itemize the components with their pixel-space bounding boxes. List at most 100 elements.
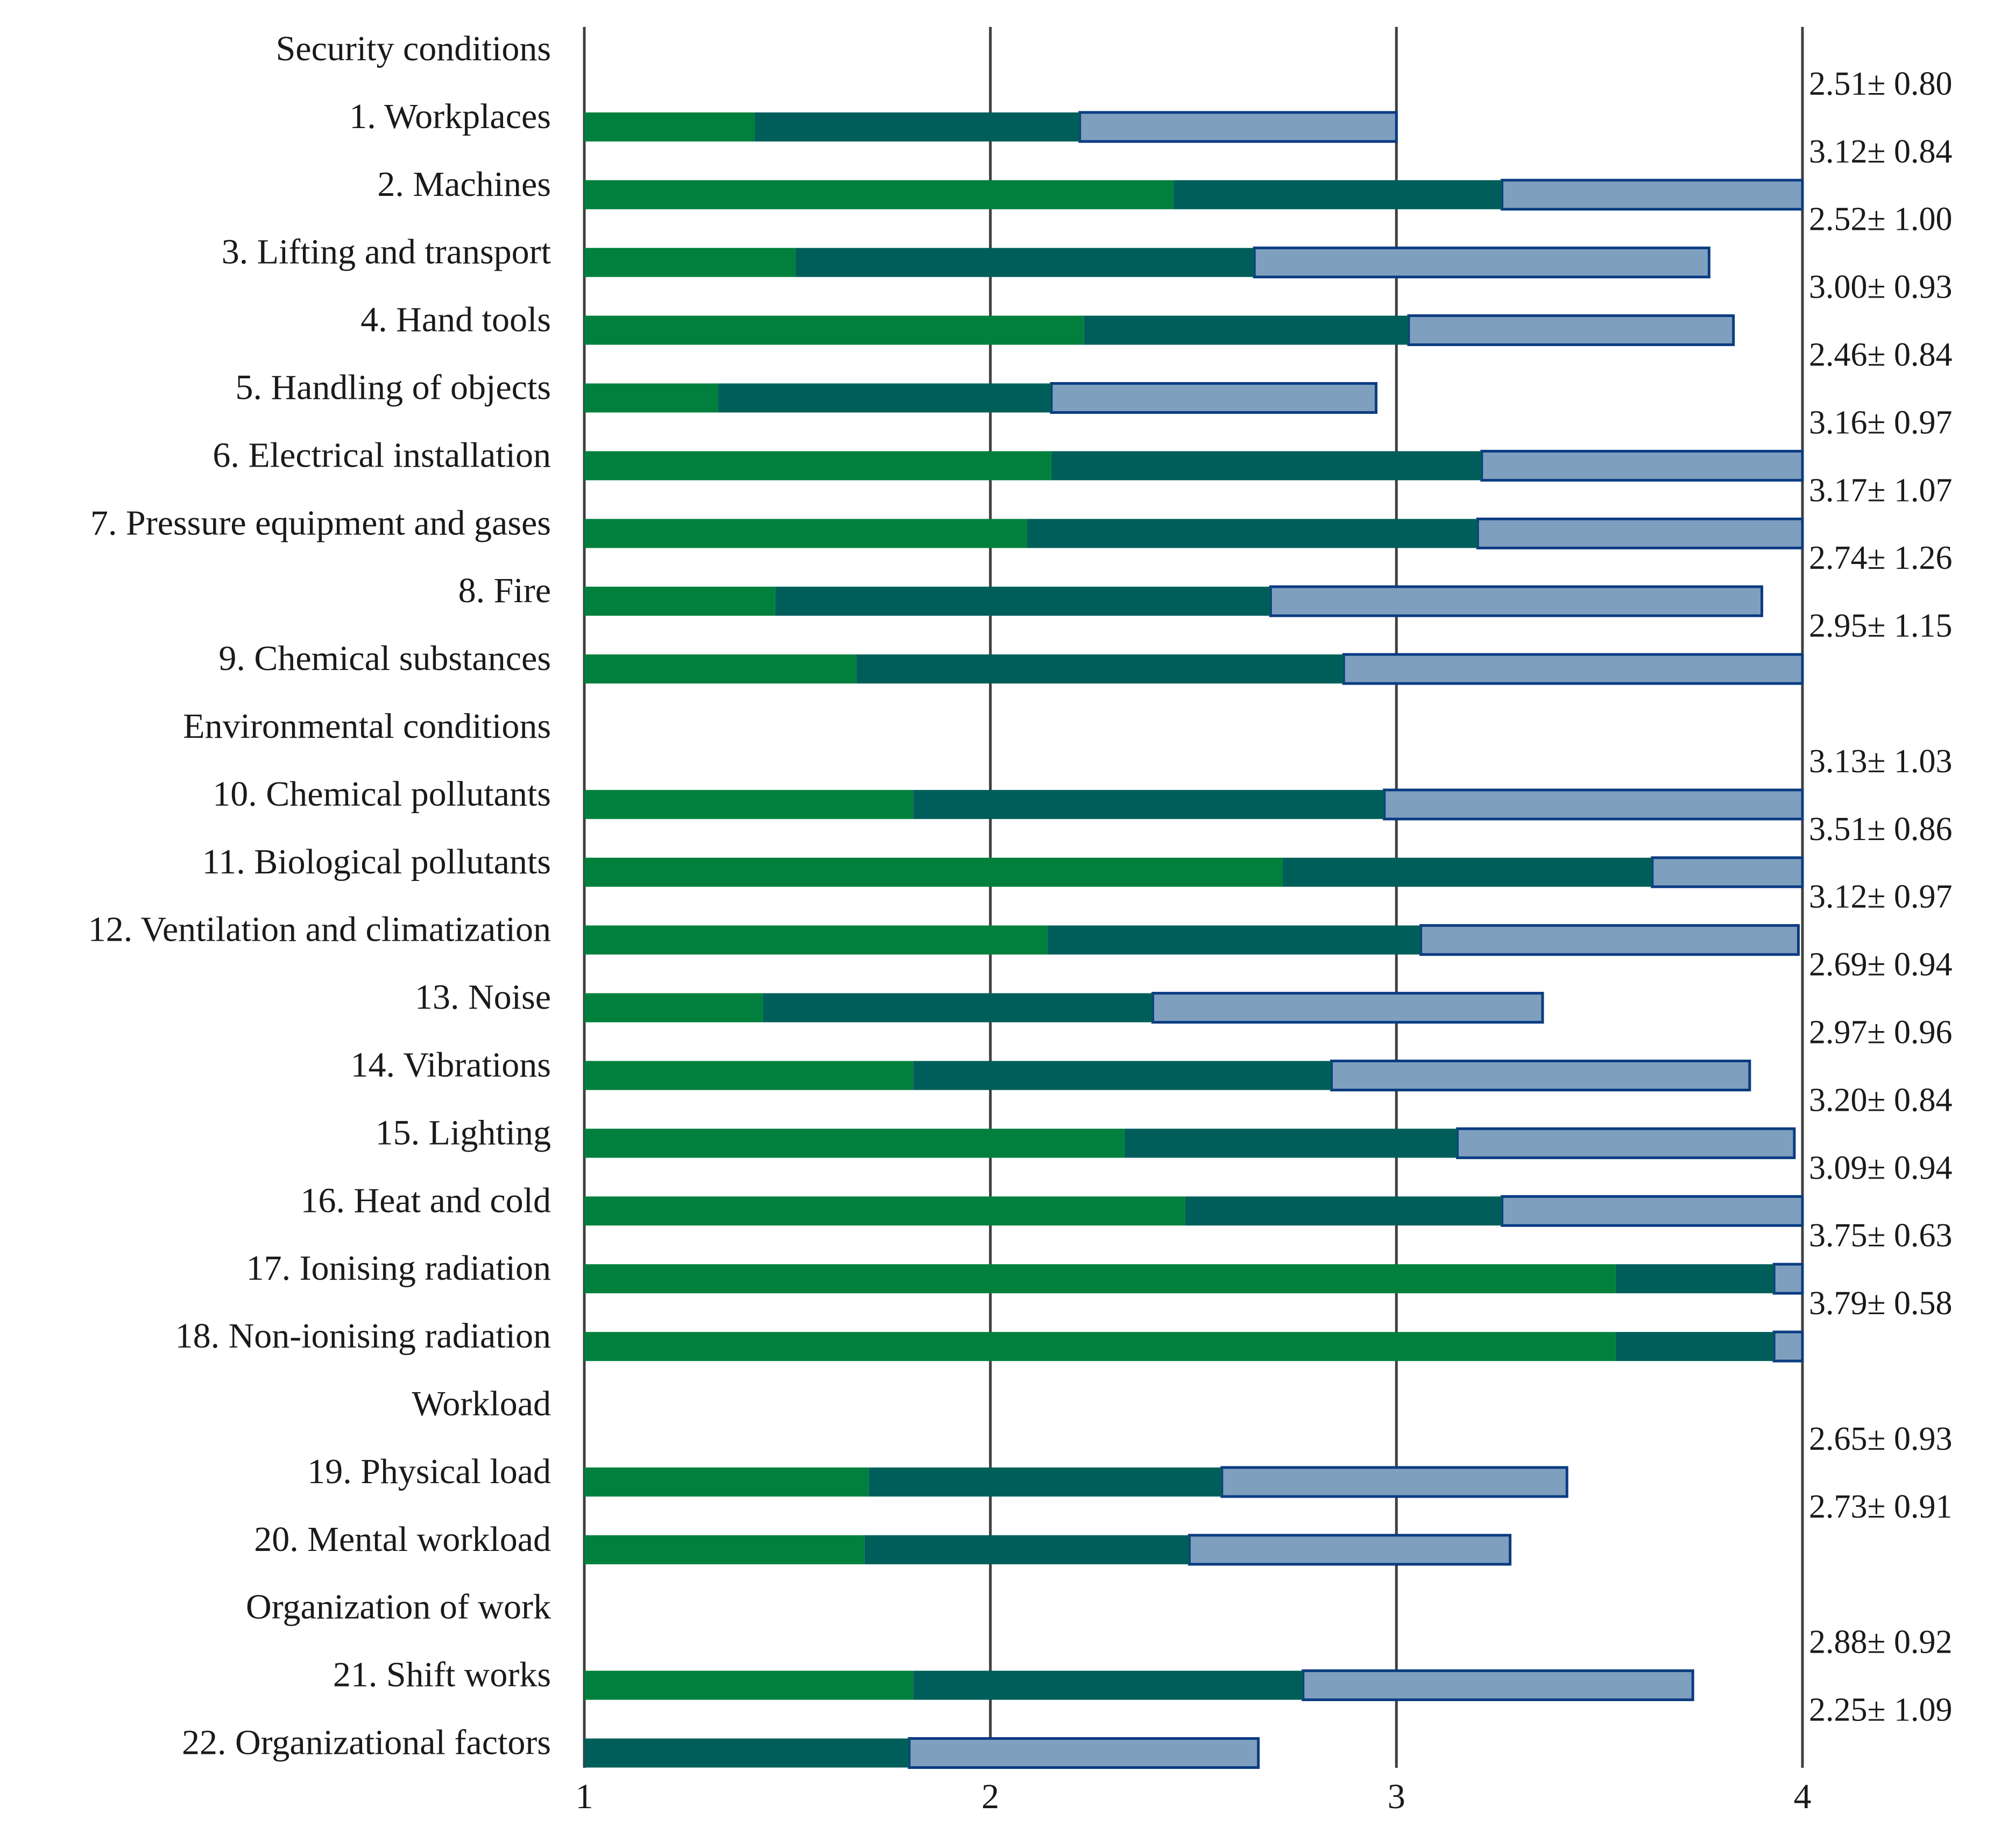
bar-segment-3: [1772, 1262, 1804, 1295]
value-label: 2.25± 1.09: [1809, 1692, 1953, 1729]
row-label: 9. Chemical substances: [218, 639, 551, 678]
row-label: 21. Shift works: [333, 1655, 551, 1695]
row-label: 15. Lighting: [376, 1113, 551, 1152]
bars: [584, 111, 1804, 1769]
row-label: 22. Organizational factors: [182, 1723, 551, 1762]
value-label: 3.12± 0.97: [1809, 879, 1953, 915]
row-label: 3. Lifting and transport: [222, 232, 551, 272]
row-label: 7. Pressure equipment and gases: [90, 503, 551, 542]
row-label: 12. Ventilation and climatization: [88, 910, 551, 949]
row-label: 6. Electrical installation: [213, 435, 551, 475]
bar-segment-1: [584, 112, 755, 142]
section-header: Security conditions: [276, 29, 551, 68]
x-axis-ticks: 1 2 3 4: [576, 1777, 1812, 1816]
bar-segment-1: [584, 1670, 914, 1700]
bar-segment-3: [1476, 517, 1804, 549]
bar-segment-3: [1480, 449, 1804, 482]
value-label: 2.95± 1.15: [1809, 608, 1953, 644]
bar-segment-3: [1651, 856, 1804, 888]
bar-segment-1: [584, 1467, 869, 1497]
row-label: 16. Heat and cold: [300, 1181, 551, 1220]
row-label: 8. Fire: [458, 571, 551, 610]
bar-segment-3: [1302, 1669, 1694, 1702]
bar-segment-2: [913, 789, 1384, 819]
section-header: Environmental conditions: [183, 707, 551, 746]
bar-segment-2: [1185, 1196, 1502, 1226]
value-label: 2.88± 0.92: [1809, 1624, 1953, 1661]
bar-segment-2: [1283, 857, 1652, 887]
bar-segment-2: [1615, 1332, 1774, 1362]
bar-segment-2: [1084, 315, 1409, 345]
value-label: 3.20± 0.84: [1809, 1082, 1953, 1118]
bar-segment-1: [584, 1128, 1125, 1158]
bar-segment-2: [775, 587, 1271, 616]
bar-segment-1: [584, 383, 719, 413]
value-label: 3.13± 1.03: [1809, 743, 1953, 780]
bar-segment-3: [1050, 382, 1378, 414]
bar-segment-3: [1220, 1466, 1568, 1498]
x-tick-label-1: 1: [576, 1777, 593, 1816]
row-label: 10. Chemical pollutants: [213, 774, 551, 814]
bar-segment-2: [795, 248, 1255, 277]
bar-segment-3: [908, 1737, 1260, 1769]
row-label: 14. Vibrations: [351, 1046, 551, 1085]
bar-segment-2: [584, 1738, 909, 1768]
bar-segment-2: [864, 1535, 1190, 1564]
bar-segment-3: [1383, 788, 1804, 821]
row-label: 17. Ionising radiation: [246, 1249, 551, 1288]
bar-segment-2: [1173, 180, 1502, 209]
value-label: 3.09± 0.94: [1809, 1149, 1953, 1186]
bar-segment-2: [718, 383, 1051, 413]
row-label: 18. Non-ionising radiation: [175, 1316, 551, 1356]
bar-segment-3: [1330, 1060, 1751, 1091]
bar-segment-3: [1187, 1534, 1512, 1566]
bar-segment-1: [584, 857, 1283, 887]
bar-segment-3: [1407, 314, 1735, 347]
bar-segment-1: [584, 1535, 865, 1564]
bar-segment-2: [1047, 925, 1421, 955]
bar-segment-1: [584, 1061, 914, 1090]
bar-segment-1: [584, 1264, 1616, 1294]
x-tick-label-2: 2: [981, 1777, 999, 1816]
value-label: 3.79± 0.58: [1809, 1285, 1953, 1322]
row-label: 20. Mental workload: [254, 1520, 551, 1559]
bar-segment-3: [1501, 179, 1804, 211]
bar-segment-2: [754, 112, 1080, 142]
row-label: 4. Hand tools: [360, 300, 551, 340]
section-header: Workload: [412, 1384, 551, 1423]
bar-segment-1: [584, 180, 1173, 209]
value-label: 2.74± 1.26: [1809, 540, 1953, 576]
bar-segment-1: [584, 1196, 1185, 1226]
value-label: 2.69± 0.94: [1809, 947, 1953, 983]
bar-segment-1: [584, 1332, 1616, 1362]
x-tick-label-3: 3: [1388, 1777, 1405, 1816]
bar-segment-2: [1615, 1264, 1774, 1294]
bar-segment-3: [1078, 111, 1398, 143]
value-label: 3.17± 1.07: [1809, 472, 1953, 509]
value-label: 3.75± 0.63: [1809, 1217, 1953, 1254]
bar-segment-1: [584, 789, 914, 819]
bar-segment-2: [1027, 519, 1478, 548]
row-label: 5. Handling of objects: [235, 368, 551, 407]
value-labels: 2.51± 0.80 3.12± 0.84 2.52± 1.00 3.00± 0.93…: [1809, 66, 1953, 1729]
row-label: 1. Workplaces: [349, 97, 551, 136]
bar-segment-2: [913, 1670, 1303, 1700]
row-labels: Security conditions 1. Workplaces 2. Machi…: [88, 29, 551, 1762]
value-label: 2.73± 0.91: [1809, 1489, 1953, 1525]
value-label: 2.46± 0.84: [1809, 337, 1953, 373]
row-label: 19. Physical load: [307, 1452, 551, 1491]
value-label: 3.51± 0.86: [1809, 811, 1953, 848]
bar-segment-2: [856, 654, 1344, 684]
value-label: 2.65± 0.93: [1809, 1421, 1953, 1457]
row-label: 13. Noise: [415, 978, 551, 1017]
grid-lines: [583, 27, 1804, 1768]
bar-segment-3: [1501, 1195, 1804, 1227]
value-label: 2.51± 0.80: [1809, 66, 1953, 102]
value-label: 2.52± 1.00: [1809, 201, 1953, 238]
bar-segment-1: [584, 451, 1051, 481]
bar-segment-3: [1253, 246, 1710, 279]
row-label: 2. Machines: [377, 165, 551, 204]
bar-segment-2: [1124, 1128, 1458, 1158]
bar-segment-3: [1772, 1330, 1804, 1363]
